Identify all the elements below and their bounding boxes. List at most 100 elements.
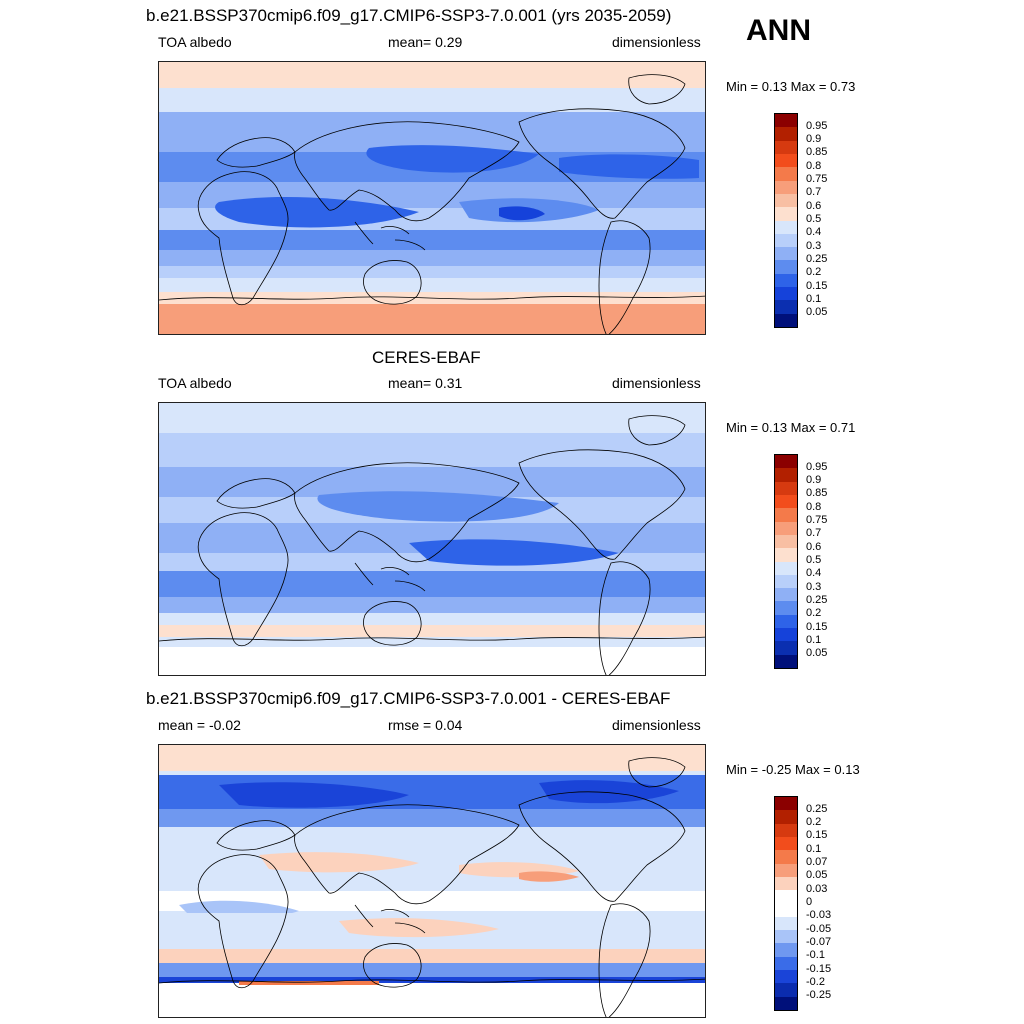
colorbar-swatch bbox=[775, 810, 797, 824]
colorbar-tick-label: 0.75 bbox=[806, 514, 828, 527]
colorbar-swatch bbox=[775, 300, 797, 314]
colorbar-swatch bbox=[775, 114, 797, 128]
colorbar-tick-label: -0.2 bbox=[806, 975, 825, 988]
colorbar-swatch bbox=[775, 548, 797, 562]
colorbar-swatch bbox=[775, 876, 797, 891]
colorbar-swatch bbox=[775, 628, 797, 642]
panel-2-units-label: dimensionless bbox=[612, 375, 701, 391]
panel-1-colorbar bbox=[774, 113, 798, 328]
colorbar-swatch bbox=[775, 797, 797, 811]
colorbar-swatch bbox=[775, 654, 797, 668]
colorbar-swatch bbox=[775, 273, 797, 288]
colorbar-swatch bbox=[775, 903, 797, 917]
panel-1-map bbox=[158, 61, 706, 335]
colorbar-tick-label: -0.07 bbox=[806, 935, 832, 948]
colorbar-swatch bbox=[775, 863, 797, 877]
panel-3-map-field bbox=[159, 745, 705, 1017]
colorbar-tick-label: 0.05 bbox=[806, 306, 828, 319]
panel-1-mean-label: mean= 0.29 bbox=[388, 34, 463, 50]
colorbar-tick-label: 0.85 bbox=[806, 487, 828, 500]
colorbar-tick-label: 0.3 bbox=[806, 580, 822, 593]
colorbar-tick-label: -0.1 bbox=[806, 949, 825, 962]
colorbar-tick-label: 0.9 bbox=[806, 474, 822, 487]
colorbar-swatch bbox=[775, 468, 797, 482]
panel-3-mean-label: mean = -0.02 bbox=[158, 717, 241, 733]
colorbar-tick-label: 0.15 bbox=[806, 620, 828, 633]
colorbar-swatch bbox=[775, 207, 797, 221]
colorbar-swatch bbox=[775, 850, 797, 864]
colorbar-tick-label: 0.95 bbox=[806, 460, 828, 473]
colorbar-swatch bbox=[775, 140, 797, 154]
colorbar-swatch bbox=[775, 153, 797, 168]
colorbar-swatch bbox=[775, 521, 797, 535]
colorbar-tick-label: 0.1 bbox=[806, 842, 822, 855]
colorbar-tick-label: 0.6 bbox=[806, 540, 822, 553]
panel-3-map bbox=[158, 744, 706, 1018]
colorbar-tick-label: 0.4 bbox=[806, 226, 822, 239]
colorbar-tick-label: 0.9 bbox=[806, 133, 822, 146]
colorbar-tick-label: 0.15 bbox=[806, 279, 828, 292]
panel-3-units-label: dimensionless bbox=[612, 717, 701, 733]
panel-3-colorbar bbox=[774, 796, 798, 1011]
colorbar-swatch bbox=[775, 996, 797, 1010]
panel-2-map bbox=[158, 402, 706, 676]
panel-2-colorbar bbox=[774, 454, 798, 669]
colorbar-tick-label: 0.7 bbox=[806, 186, 822, 199]
colorbar-tick-label: 0.15 bbox=[806, 829, 828, 842]
colorbar-swatch bbox=[775, 494, 797, 509]
colorbar-swatch bbox=[775, 956, 797, 971]
colorbar-tick-label: 0.5 bbox=[806, 213, 822, 225]
colorbar-tick-label: 0.2 bbox=[806, 266, 822, 279]
colorbar-tick-label: 0.07 bbox=[806, 856, 828, 869]
colorbar-tick-label: 0.4 bbox=[806, 567, 822, 580]
colorbar-swatch bbox=[775, 260, 797, 274]
colorbar-swatch bbox=[775, 574, 797, 589]
panel-1-map-field bbox=[159, 62, 705, 334]
colorbar-swatch bbox=[775, 455, 797, 469]
panel-2-title: CERES-EBAF bbox=[372, 348, 481, 367]
colorbar-tick-label: 0.7 bbox=[806, 527, 822, 540]
colorbar-swatch bbox=[775, 641, 797, 655]
colorbar-swatch bbox=[775, 890, 797, 904]
panel-3-title: b.e21.BSSP370cmip6.f09_g17.CMIP6-SSP3-7.… bbox=[146, 689, 671, 708]
colorbar-swatch bbox=[775, 193, 797, 208]
colorbar-tick-label: 0.1 bbox=[806, 292, 822, 305]
panel-3-rmse-label: rmse = 0.04 bbox=[388, 717, 463, 733]
colorbar-tick-label: 0.85 bbox=[806, 146, 828, 159]
colorbar-tick-label: 0.75 bbox=[806, 173, 828, 186]
colorbar-swatch bbox=[775, 481, 797, 495]
colorbar-tick-label: -0.15 bbox=[806, 962, 832, 975]
colorbar-swatch bbox=[775, 970, 797, 984]
colorbar-tick-label: 0.25 bbox=[806, 252, 828, 265]
colorbar-tick-label: 0.25 bbox=[806, 593, 828, 606]
colorbar-tick-label: 0.25 bbox=[806, 802, 828, 815]
panel-2-map-field bbox=[159, 403, 705, 675]
colorbar-swatch bbox=[775, 180, 797, 194]
colorbar-swatch bbox=[775, 233, 797, 248]
colorbar-swatch bbox=[775, 220, 797, 234]
colorbar-swatch bbox=[775, 508, 797, 522]
colorbar-tick-label: 0.6 bbox=[806, 199, 822, 212]
colorbar-tick-label: -0.05 bbox=[806, 922, 832, 935]
colorbar-swatch bbox=[775, 601, 797, 615]
panel-2-minmax: Min = 0.13 Max = 0.71 bbox=[726, 420, 856, 435]
colorbar-swatch bbox=[775, 943, 797, 957]
panel-1-title: b.e21.BSSP370cmip6.f09_g17.CMIP6-SSP3-7.… bbox=[146, 6, 672, 25]
colorbar-tick-label: 0.03 bbox=[806, 882, 828, 895]
colorbar-swatch bbox=[775, 836, 797, 851]
panel-1-units-label: dimensionless bbox=[612, 34, 701, 50]
colorbar-tick-label: 0.95 bbox=[806, 119, 828, 132]
colorbar-swatch bbox=[775, 561, 797, 575]
panel-1-variable-label: TOA albedo bbox=[158, 34, 232, 50]
colorbar-tick-label: 0.05 bbox=[806, 647, 828, 660]
colorbar-swatch bbox=[775, 930, 797, 944]
colorbar-swatch bbox=[775, 916, 797, 931]
colorbar-swatch bbox=[775, 313, 797, 327]
colorbar-tick-label: 0 bbox=[806, 896, 813, 908]
colorbar-tick-label: -0.03 bbox=[806, 909, 832, 922]
colorbar-tick-label: 0.1 bbox=[806, 633, 822, 646]
colorbar-tick-label: 0.8 bbox=[806, 500, 822, 513]
colorbar-swatch bbox=[775, 127, 797, 141]
season-label: ANN bbox=[746, 14, 811, 47]
colorbar-tick-label: 0.5 bbox=[806, 554, 822, 566]
